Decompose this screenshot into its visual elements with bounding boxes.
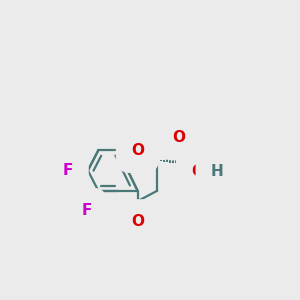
Text: O: O [173, 130, 186, 145]
Text: O: O [191, 164, 204, 178]
Text: O: O [131, 143, 144, 158]
Text: F: F [82, 203, 92, 218]
Text: H: H [211, 164, 224, 178]
Text: O: O [131, 214, 144, 230]
Text: F: F [63, 163, 74, 178]
